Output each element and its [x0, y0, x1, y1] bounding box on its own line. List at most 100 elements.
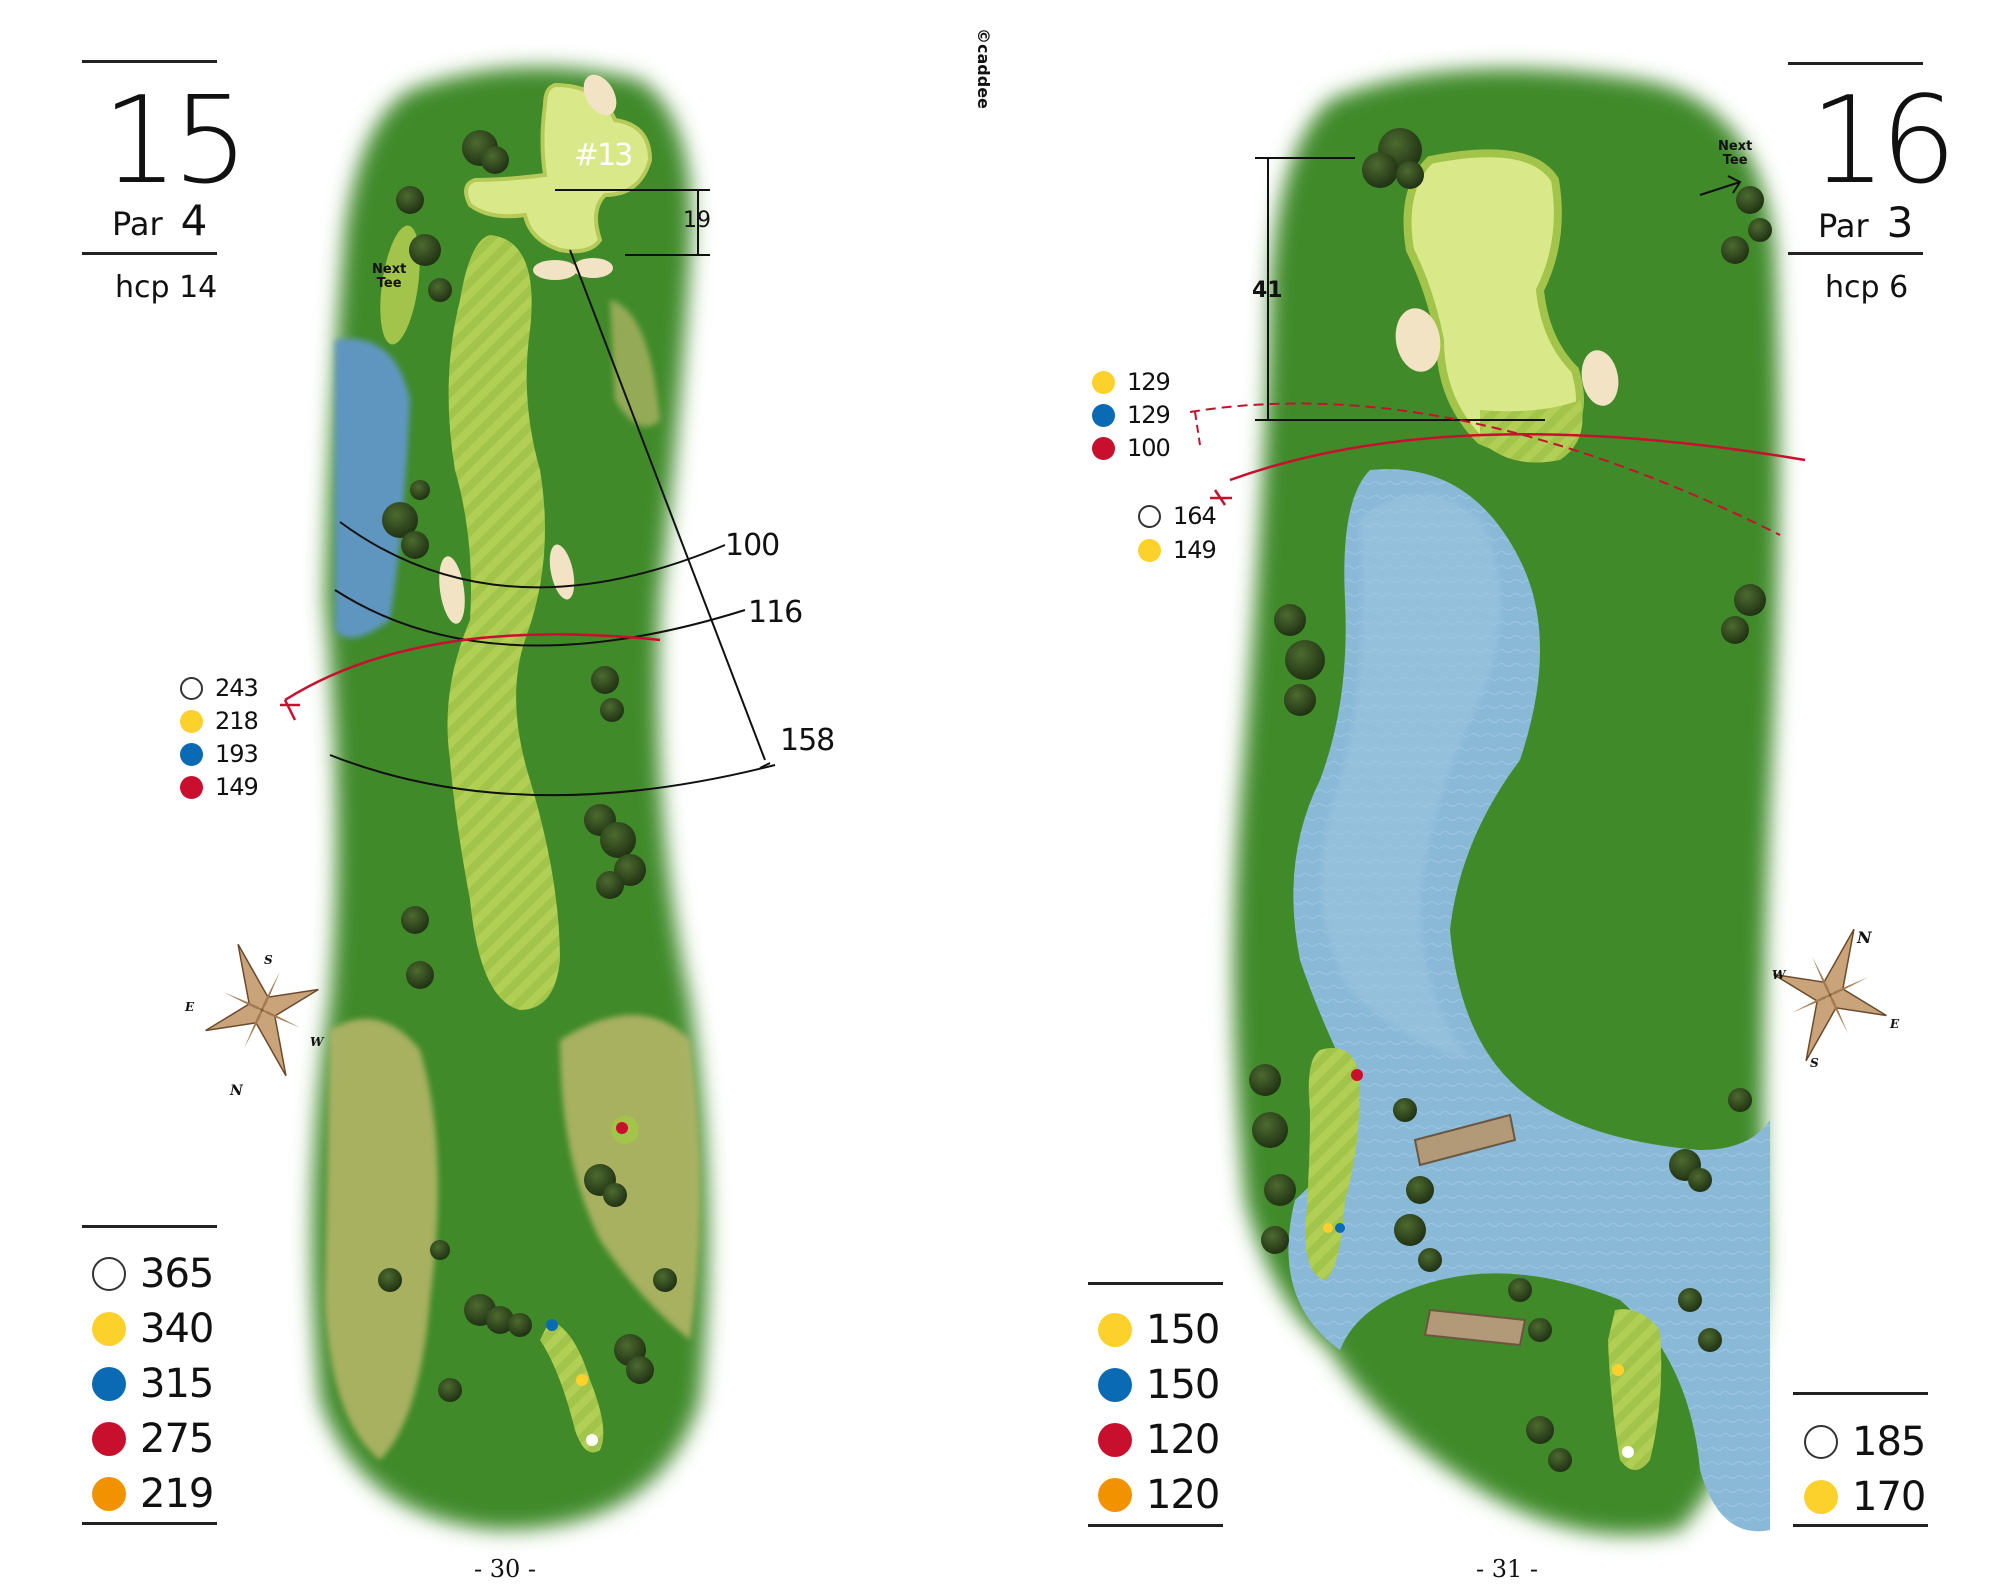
yellow-tee-marker-icon: [1092, 370, 1115, 394]
white-tee-marker-icon: [180, 676, 203, 700]
compass-left: [205, 943, 319, 1077]
distance-arc-label: 116: [748, 595, 803, 630]
distance-value: 150: [1146, 1307, 1220, 1353]
par-label: Par: [112, 205, 163, 243]
compass-e: E: [1890, 1017, 1900, 1031]
bridge: [1413, 1113, 1527, 1347]
compass-w: W: [310, 1035, 324, 1049]
distance-value: 129: [1127, 368, 1171, 396]
compass-s: S: [1810, 1056, 1819, 1070]
compass-w: W: [1772, 968, 1786, 982]
distance-value: 193: [215, 740, 259, 768]
distance-value: 218: [215, 707, 259, 735]
layup-marker-row: 149: [180, 771, 259, 803]
yellow-tee-marker-icon: [1804, 1480, 1838, 1514]
distance-arc-label: 158: [780, 723, 835, 758]
carry-marker-row: 149: [1138, 534, 1217, 566]
orange-tee-marker-icon: [92, 1477, 126, 1511]
compass-right: [1773, 928, 1887, 1062]
carry-marker-row: 100: [1092, 432, 1171, 464]
page-number: - 30 -: [474, 1555, 537, 1583]
hole-15-water: [335, 338, 410, 638]
compass-s: S: [264, 953, 273, 967]
handicap: hcp 6: [1825, 270, 1909, 305]
hole-15-fairway: [447, 235, 560, 1010]
tee-length-row: 120: [1098, 1414, 1220, 1466]
distance-value: 120: [1146, 1472, 1220, 1518]
par-label: Par: [1818, 207, 1869, 245]
distance-value: 315: [140, 1361, 214, 1407]
compass-n: N: [1857, 928, 1872, 947]
tee-length-row: 185: [1804, 1416, 1926, 1468]
tee-length-row: 120: [1098, 1469, 1220, 1521]
layup-marker-row: 218: [180, 705, 259, 737]
tee-length-row: 150: [1098, 1304, 1220, 1356]
tee-length-row: 315: [92, 1358, 214, 1410]
par-info: Par 3: [1818, 198, 1913, 247]
handicap: hcp 14: [115, 270, 218, 305]
distance-value: 100: [1127, 434, 1171, 462]
green-depth: 19: [683, 208, 711, 233]
layup-marker-row: 193: [180, 738, 259, 770]
red-tee-marker-icon: [180, 775, 203, 799]
distance-value: 149: [1173, 536, 1217, 564]
next-tee-label: Next Tee: [1718, 139, 1753, 168]
hole-number: 15: [102, 72, 249, 211]
distance-value: 275: [140, 1416, 214, 1462]
green-depth: 41: [1252, 278, 1283, 303]
yellow-tee-marker-icon: [92, 1312, 126, 1346]
white-tee-marker-icon: [1804, 1425, 1838, 1459]
distance-value: 243: [215, 674, 259, 702]
hole-15-scrub: [325, 1018, 438, 1460]
yellow-tee-marker-icon: [1098, 1313, 1132, 1347]
blue-tee-marker-icon: [1092, 403, 1115, 427]
tee-length-row: 365: [92, 1248, 214, 1300]
page-number: - 31 -: [1476, 1555, 1539, 1583]
brand-logo: ©caddee: [974, 28, 993, 109]
hole-15-map: [280, 67, 776, 1531]
divider: [1788, 252, 1923, 255]
distance-value: 150: [1146, 1362, 1220, 1408]
hole-16-forward-tee: [1305, 1048, 1360, 1280]
carry-marker-row: 129: [1092, 366, 1171, 398]
carry-marker-row: 164: [1138, 500, 1217, 532]
tee-length-row: 150: [1098, 1359, 1220, 1411]
distance-value: 129: [1127, 401, 1171, 429]
layup-marker-row: 243: [180, 672, 259, 704]
red-tee-marker-icon: [1092, 436, 1115, 460]
tee-length-row: 219: [92, 1468, 214, 1520]
hole-16-map: [1189, 68, 1806, 1535]
par-info: Par 4: [112, 196, 207, 245]
blue-tee-marker-icon: [1098, 1368, 1132, 1402]
distance-value: 219: [140, 1471, 214, 1517]
distance-value: 120: [1146, 1417, 1220, 1463]
compass-n: N: [230, 1083, 243, 1099]
white-tee-marker-icon: [1138, 504, 1161, 528]
par-value: 3: [1886, 198, 1914, 247]
next-tee-label: Next Tee: [372, 262, 407, 291]
divider: [82, 1522, 217, 1525]
hole-16-back-tee: [1608, 1309, 1662, 1470]
divider: [1088, 1524, 1223, 1527]
tee-length-row: 170: [1804, 1471, 1926, 1523]
green-label: #13: [574, 138, 633, 173]
distance-arc-label: 100: [725, 528, 780, 563]
distance-value: 185: [1852, 1419, 1926, 1465]
par-value: 4: [180, 196, 208, 245]
distance-value: 149: [215, 773, 259, 801]
blue-tee-marker-icon: [92, 1367, 126, 1401]
blue-tee-marker-icon: [180, 742, 203, 766]
distance-value: 170: [1852, 1474, 1926, 1520]
divider: [82, 60, 217, 63]
compass-e: E: [185, 1000, 195, 1014]
divider: [82, 1225, 217, 1228]
red-tee-marker-icon: [92, 1422, 126, 1456]
divider: [1088, 1282, 1223, 1285]
tee-length-row: 275: [92, 1413, 214, 1465]
divider: [82, 252, 217, 255]
orange-tee-marker-icon: [1098, 1478, 1132, 1512]
yellow-tee-marker-icon: [1138, 538, 1161, 562]
divider: [1788, 62, 1923, 65]
distance-value: 365: [140, 1251, 214, 1297]
